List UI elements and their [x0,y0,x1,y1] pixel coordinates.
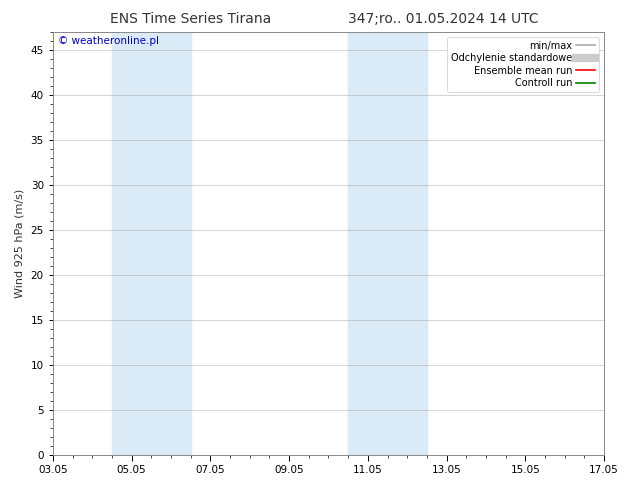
Bar [112,32,191,455]
Y-axis label: Wind 925 hPa (m/s): Wind 925 hPa (m/s) [15,189,25,298]
Text: © weatheronline.pl: © weatheronline.pl [58,36,159,47]
Text: ENS Time Series Tirana: ENS Time Series Tirana [110,12,271,26]
Text: 347;ro.. 01.05.2024 14 UTC: 347;ro.. 01.05.2024 14 UTC [349,12,539,26]
Legend: min/max, Odchylenie standardowe, Ensemble mean run, Controll run: min/max, Odchylenie standardowe, Ensembl… [447,37,599,92]
Bar [348,32,427,455]
